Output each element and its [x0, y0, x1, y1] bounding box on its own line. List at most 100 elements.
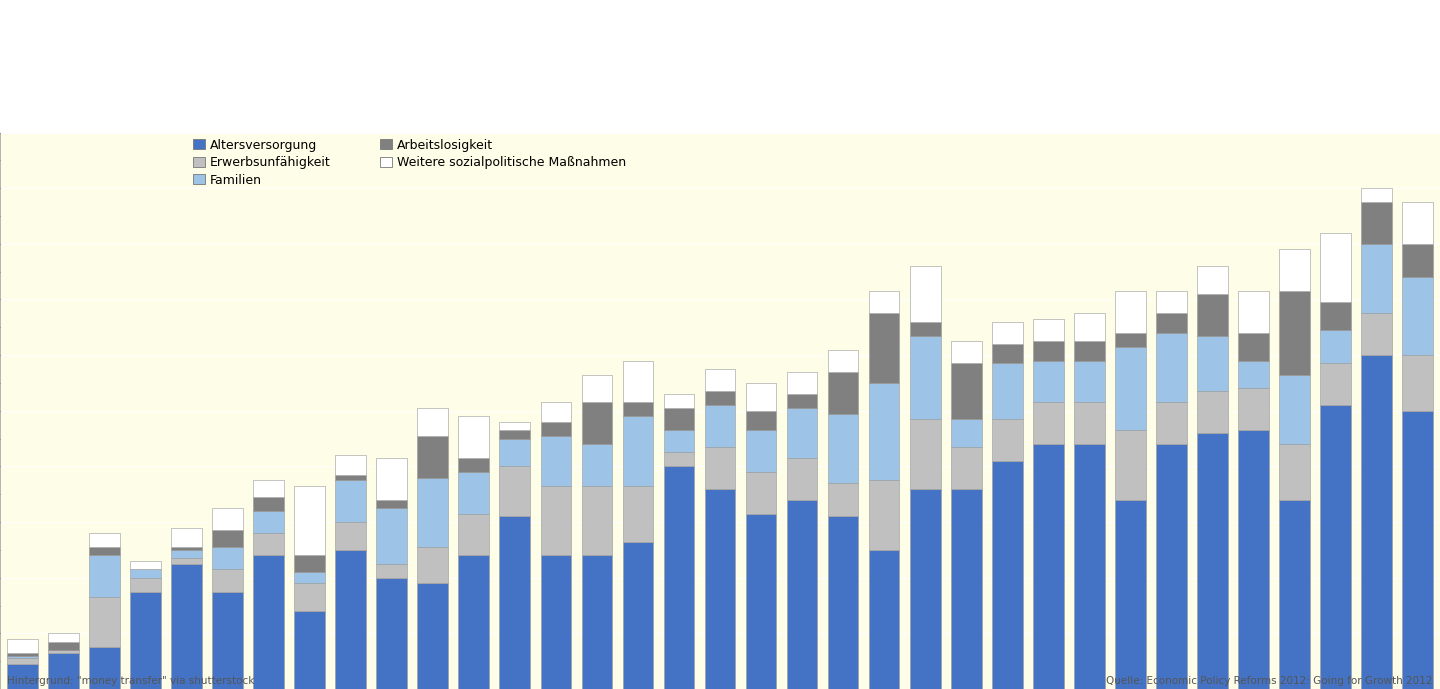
Bar [294, 555, 325, 572]
Bar [89, 555, 120, 597]
Bar [1361, 244, 1392, 313]
Bar [253, 533, 284, 555]
Bar [828, 413, 858, 483]
Bar [1403, 277, 1433, 355]
Bar [48, 633, 79, 641]
Bar [1074, 341, 1104, 360]
Bar [746, 411, 776, 430]
Bar [950, 489, 982, 689]
Bar [828, 517, 858, 689]
Bar [746, 472, 776, 514]
Bar [171, 528, 202, 547]
Bar [950, 341, 982, 364]
Bar [1032, 341, 1064, 360]
Bar [500, 422, 530, 430]
Bar [1238, 430, 1269, 689]
Bar [786, 372, 818, 394]
Bar [253, 480, 284, 497]
Bar [171, 550, 202, 558]
Bar [336, 455, 366, 475]
Bar [992, 461, 1022, 689]
Bar [336, 522, 366, 550]
Bar [1032, 402, 1064, 444]
Bar [89, 597, 120, 647]
Bar [1197, 391, 1228, 433]
Bar [622, 416, 654, 486]
Text: Öffentliche Transferzahlungen: Öffentliche Transferzahlungen [69, 29, 733, 74]
Bar [704, 447, 736, 489]
Bar [704, 405, 736, 447]
Bar [336, 550, 366, 689]
Bar [336, 475, 366, 480]
Bar [130, 577, 161, 592]
Bar [786, 500, 818, 689]
Bar [418, 547, 448, 584]
Bar [376, 458, 408, 500]
Bar [1115, 333, 1146, 347]
Bar [664, 408, 694, 430]
Bar [1115, 347, 1146, 430]
Bar [786, 394, 818, 408]
Bar [540, 555, 572, 689]
Bar [704, 489, 736, 689]
Bar [376, 508, 408, 564]
Bar [294, 486, 325, 555]
Bar [1361, 355, 1392, 689]
Bar [212, 592, 243, 689]
Bar [1156, 291, 1187, 313]
Bar [622, 402, 654, 416]
Bar [1238, 389, 1269, 430]
Bar [622, 360, 654, 402]
Bar [828, 483, 858, 517]
Bar [500, 439, 530, 466]
Bar [622, 542, 654, 689]
Bar [253, 497, 284, 511]
Bar [540, 402, 572, 422]
Bar [1403, 244, 1433, 277]
Bar [1156, 333, 1187, 402]
Bar [458, 458, 490, 472]
Bar [1156, 444, 1187, 689]
Bar [1279, 444, 1310, 500]
Text: An private Haushalte nach Höhe und Zusammensetzung, in Prozent des BIPs 2007, fü: An private Haushalte nach Höhe und Zusam… [69, 94, 793, 109]
Bar [376, 500, 408, 508]
Bar [89, 533, 120, 547]
Bar [376, 577, 408, 689]
Bar [458, 555, 490, 689]
Bar [1115, 430, 1146, 500]
Bar [664, 394, 694, 408]
Bar [1361, 202, 1392, 244]
Bar [7, 659, 37, 664]
Bar [89, 547, 120, 555]
Bar [130, 592, 161, 689]
Bar [1279, 249, 1310, 291]
Bar [1238, 333, 1269, 360]
Bar [7, 653, 37, 656]
Bar [582, 486, 612, 555]
Bar [500, 517, 530, 689]
Bar [664, 430, 694, 453]
Bar [1032, 360, 1064, 402]
Bar [294, 611, 325, 689]
Legend: Altersversorgung, Erwerbsunfähigkeit, Familien, Arbeitslosigkeit, Weitere sozial: Altersversorgung, Erwerbsunfähigkeit, Fa… [193, 138, 626, 187]
Bar [1279, 500, 1310, 689]
Bar [253, 511, 284, 533]
Bar [212, 508, 243, 531]
Bar [294, 572, 325, 584]
Bar [376, 564, 408, 577]
Bar [868, 480, 900, 550]
Text: Quelle: Economic Policy Reforms 2012: Going for Growth 2012: Quelle: Economic Policy Reforms 2012: Go… [1106, 675, 1433, 686]
Bar [130, 569, 161, 577]
Bar [868, 291, 900, 313]
Bar [336, 480, 366, 522]
Bar [418, 477, 448, 547]
Bar [992, 344, 1022, 364]
Bar [500, 430, 530, 439]
Bar [950, 419, 982, 447]
Bar [910, 266, 940, 322]
Bar [1197, 294, 1228, 336]
Bar [664, 466, 694, 689]
Bar [1197, 433, 1228, 689]
Bar [418, 584, 448, 689]
Bar [418, 408, 448, 436]
